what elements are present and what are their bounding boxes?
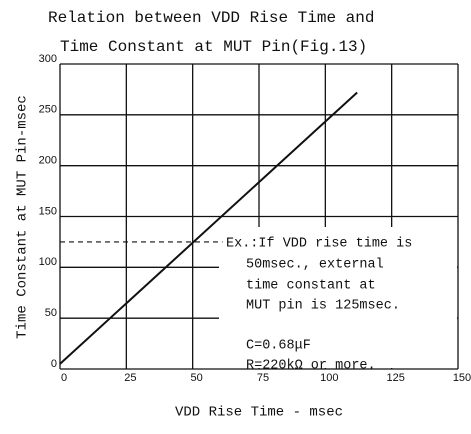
- x-tick-label: 100: [320, 372, 338, 384]
- x-tick-label: 25: [124, 372, 136, 384]
- x-tick-label: 0: [61, 372, 67, 384]
- x-tick-label: 125: [386, 372, 404, 384]
- x-tick-label: 150: [453, 372, 471, 384]
- annotation-line: 50msec., external: [246, 258, 384, 273]
- annotation-line: R=220kΩ or more.: [246, 359, 376, 374]
- y-tick-label: 0: [51, 358, 57, 370]
- x-tick-label: 50: [191, 372, 203, 384]
- y-tick-label: 50: [45, 307, 57, 319]
- y-tick-label: 200: [39, 155, 57, 167]
- annotation-line: C=0.68μF: [246, 339, 311, 354]
- y-axis-label: Time Constant at MUT Pin-msec: [15, 95, 31, 339]
- x-axis-label: VDD Rise Time - msec: [175, 405, 343, 421]
- annotation-line: Ex.:If VDD rise time is: [226, 237, 412, 252]
- title-line: Time Constant at MUT Pin(Fig.13): [60, 38, 367, 56]
- annotation-line: time constant at: [246, 279, 376, 294]
- y-tick-label: 300: [39, 53, 57, 65]
- annotation-line: MUT pin is 125msec.: [246, 299, 400, 314]
- y-tick-label: 250: [39, 104, 57, 116]
- x-tick-label: 75: [257, 372, 269, 384]
- data-line: [59, 91, 358, 365]
- annotation-panel: [219, 227, 457, 368]
- title-line: Relation between VDD Rise Time and: [48, 9, 374, 27]
- y-tick-label: 100: [39, 256, 57, 268]
- y-tick-label: 150: [39, 205, 57, 217]
